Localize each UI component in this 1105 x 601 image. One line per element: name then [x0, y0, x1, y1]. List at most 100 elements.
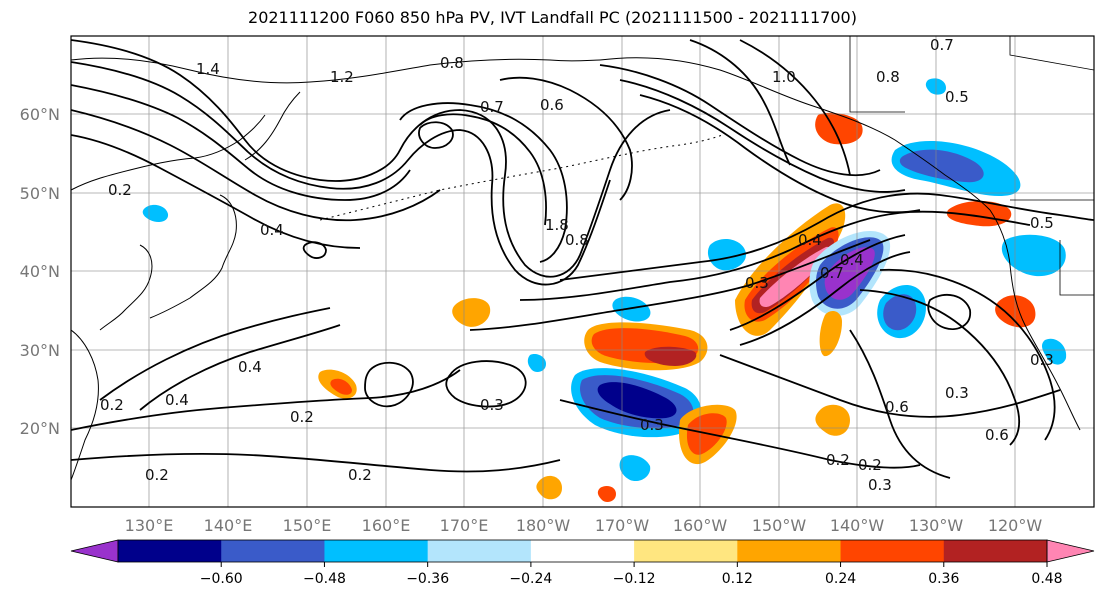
- shade-blue-small5: [1042, 338, 1067, 365]
- lon-label: 160°W: [673, 516, 728, 535]
- map-title: 2021111200 F060 850 hPa PV, IVT Landfall…: [248, 8, 857, 27]
- contour-label: 1.0: [772, 68, 796, 86]
- longitude-labels: 130°E 140°E 150°E 160°E 170°E 180°W 170°…: [125, 516, 1043, 535]
- contour-south-4: [99, 307, 331, 401]
- colorbar-tick-label: −0.36: [406, 571, 449, 587]
- shade-purple-dipole: [824, 247, 875, 300]
- contour-label: 0.2: [100, 396, 124, 414]
- contour-label: 0.3: [868, 476, 892, 494]
- coast-alaska: [599, 57, 991, 211]
- shade-blue-coast: [1001, 234, 1066, 277]
- lon-label: 130°E: [125, 516, 174, 535]
- contour-label: 0.5: [945, 88, 969, 106]
- colorbar-segment: [737, 540, 842, 562]
- contour-loop-4: [302, 241, 327, 259]
- contour-label: 0.3: [945, 384, 969, 402]
- contour-south-9: [859, 289, 1021, 446]
- shade-orange-small3: [815, 112, 863, 145]
- lon-label: 140°W: [830, 516, 885, 535]
- lat-label: 20°N: [20, 419, 60, 438]
- colorbar-segment: [324, 540, 429, 562]
- lat-label: 30°N: [20, 341, 60, 360]
- contour-4: [71, 109, 441, 222]
- contour-label: 0.3: [480, 396, 504, 414]
- contour-label: 0.5: [1030, 214, 1054, 232]
- shade-red-bc: [946, 201, 1012, 227]
- contour-label: 0.4: [238, 358, 262, 376]
- coastlines: [71, 57, 1081, 481]
- contour-south-2: [71, 452, 561, 473]
- lon-label: 150°W: [752, 516, 807, 535]
- lat-label: 60°N: [20, 105, 60, 124]
- contour-label: 0.2: [145, 466, 169, 484]
- coast-china: [71, 329, 99, 481]
- contour-2: [71, 61, 611, 286]
- colorbar-tick-label: 0.24: [825, 571, 856, 587]
- lon-label: 120°W: [988, 516, 1043, 535]
- shade-orange-small6: [597, 486, 616, 502]
- contour-label: 0.6: [885, 398, 909, 416]
- contour-label: 0.2: [826, 451, 850, 469]
- lat-label: 40°N: [20, 262, 60, 281]
- shade-blue-small6: [619, 455, 651, 482]
- shade-darkblue-subtrop: [597, 382, 677, 419]
- map-frame: [70, 35, 1095, 508]
- shade-blue-ne-core: [883, 294, 917, 331]
- contour-3: [71, 84, 411, 201]
- contour-south-6: [719, 354, 1061, 418]
- lon-label: 150°E: [283, 516, 332, 535]
- lat-label: 50°N: [20, 184, 60, 203]
- contour-label: 0.6: [985, 426, 1009, 444]
- contour-label: 0.7: [820, 264, 844, 282]
- colorbar-arrow-high: [1046, 539, 1095, 563]
- contour-south-3: [139, 324, 341, 411]
- contour-loop-1: [445, 360, 527, 408]
- boundaries: [849, 36, 1094, 296]
- lon-label: 130°W: [909, 516, 964, 535]
- contour-label-group: 1.4 1.2 0.8 0.7 0.6 1.0 0.8 0.7 0.5 0.2 …: [100, 36, 1054, 494]
- contour-label: 1.8: [545, 216, 569, 234]
- contour-6: [399, 102, 568, 263]
- shade-blue-small1: [707, 238, 746, 271]
- lon-label: 180°W: [516, 516, 571, 535]
- pv-contours: [71, 39, 1094, 479]
- contour-label: 0.2: [858, 456, 882, 474]
- colorbar-tick-label: 0.12: [722, 571, 753, 587]
- colorbar-tick-label: −0.24: [509, 571, 552, 587]
- contour-south-1: [71, 369, 461, 431]
- contour-label: 0.4: [840, 251, 864, 269]
- contour-label: 0.2: [290, 408, 314, 426]
- contour-9: [599, 64, 881, 177]
- contour-13: [739, 39, 851, 176]
- contour-loop-5: [927, 293, 971, 330]
- contour-11: [639, 94, 921, 214]
- map-background: [71, 36, 1094, 507]
- coast-aleutians: [319, 133, 726, 221]
- colorbar-tick-label: −0.60: [200, 571, 243, 587]
- contour-south-5: [559, 399, 921, 469]
- lon-label: 170°E: [440, 516, 489, 535]
- coast-korea: [99, 244, 153, 331]
- colorbar-segment: [943, 540, 1048, 562]
- colorbar-segment: [427, 540, 532, 562]
- contour-jet-5: [739, 251, 911, 346]
- colorbar-arrow-low: [70, 539, 119, 563]
- contour-label: 0.4: [165, 391, 189, 409]
- colorbar-segment: [118, 540, 222, 562]
- coast-japan: [149, 194, 237, 319]
- colorbar-tick-label: 0.48: [1031, 571, 1062, 587]
- contour-5: [71, 134, 361, 249]
- contour-south-8: [879, 268, 1056, 441]
- contour-label: 0.3: [745, 274, 769, 292]
- contour-label: 0.3: [1030, 351, 1054, 369]
- colorbar-tick-label: −0.12: [613, 571, 656, 587]
- lon-label: 140°E: [204, 516, 253, 535]
- colorbar-segment: [840, 540, 945, 562]
- colorbar-segment: [221, 540, 325, 562]
- contour-8: [499, 76, 633, 201]
- contour-10: [619, 79, 906, 193]
- contour-label: 0.2: [348, 466, 372, 484]
- shade-darkred-subtrop: [644, 346, 697, 366]
- contour-jet-3: [469, 239, 871, 331]
